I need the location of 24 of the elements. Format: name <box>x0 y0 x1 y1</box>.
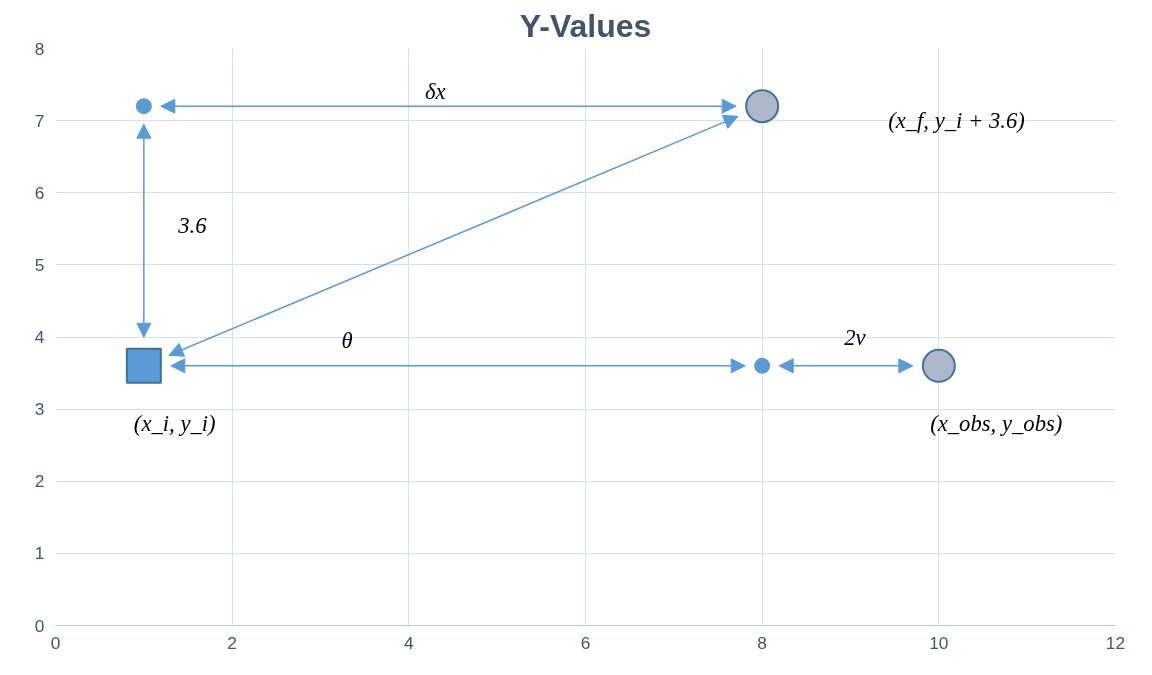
y-tick-label: 6 <box>34 182 45 203</box>
x-tick-label: 10 <box>929 632 949 653</box>
x-tick-label: 6 <box>580 632 591 653</box>
y-tick-label: 1 <box>34 543 45 564</box>
x-tick-label: 12 <box>1105 632 1126 653</box>
y-tick-label: 0 <box>34 615 45 636</box>
annotation: 2v <box>844 324 867 350</box>
annotation: (x_i, y_i) <box>133 411 216 437</box>
x-tick-label: 8 <box>757 632 767 653</box>
y-tick-label: 3 <box>34 399 45 420</box>
annotation: δx <box>425 79 446 105</box>
annotation: θ <box>341 328 353 354</box>
y-tick-label: 2 <box>34 471 45 492</box>
y-tick-label: 7 <box>34 110 45 131</box>
y-tick-label: 4 <box>34 327 45 347</box>
x-tick-label: 4 <box>404 632 415 653</box>
chart-title: Y-Values <box>519 7 652 44</box>
y-tick-label: 5 <box>34 254 45 275</box>
annotation: (x_f, y_i + 3.6) <box>888 108 1025 134</box>
annotation: (x_obs, y_obs) <box>930 411 1063 437</box>
x-tick-label: 2 <box>227 632 237 653</box>
y-tick-label: 8 <box>34 38 45 59</box>
annotation: 3.6 <box>177 212 208 238</box>
x-tick-label: 0 <box>50 632 61 653</box>
